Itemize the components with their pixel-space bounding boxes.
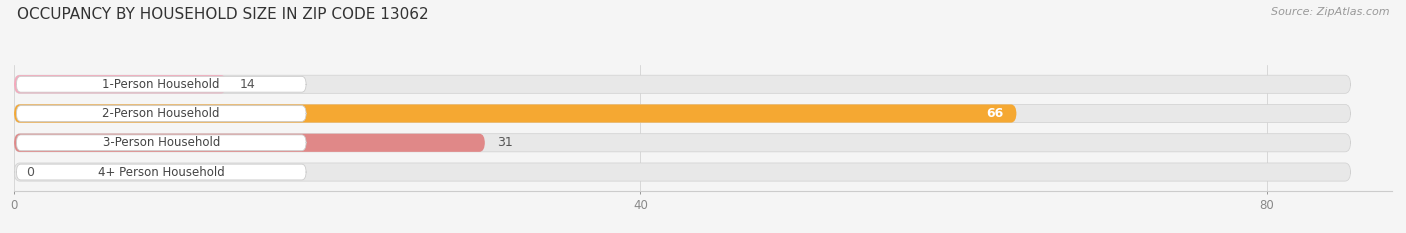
Text: 31: 31 bbox=[498, 136, 513, 149]
FancyBboxPatch shape bbox=[17, 164, 307, 180]
Text: 3-Person Household: 3-Person Household bbox=[103, 136, 219, 149]
FancyBboxPatch shape bbox=[14, 75, 226, 93]
FancyBboxPatch shape bbox=[17, 135, 307, 151]
Text: Source: ZipAtlas.com: Source: ZipAtlas.com bbox=[1271, 7, 1389, 17]
FancyBboxPatch shape bbox=[14, 134, 1351, 152]
Text: 4+ Person Household: 4+ Person Household bbox=[98, 165, 225, 178]
Text: 66: 66 bbox=[987, 107, 1004, 120]
FancyBboxPatch shape bbox=[17, 76, 307, 92]
FancyBboxPatch shape bbox=[14, 104, 1351, 123]
Text: 0: 0 bbox=[27, 165, 35, 178]
FancyBboxPatch shape bbox=[14, 75, 1351, 93]
FancyBboxPatch shape bbox=[14, 163, 1351, 181]
Text: 2-Person Household: 2-Person Household bbox=[103, 107, 219, 120]
Text: OCCUPANCY BY HOUSEHOLD SIZE IN ZIP CODE 13062: OCCUPANCY BY HOUSEHOLD SIZE IN ZIP CODE … bbox=[17, 7, 429, 22]
FancyBboxPatch shape bbox=[14, 134, 485, 152]
Text: 1-Person Household: 1-Person Household bbox=[103, 78, 219, 91]
FancyBboxPatch shape bbox=[14, 104, 1017, 123]
Text: 14: 14 bbox=[239, 78, 254, 91]
FancyBboxPatch shape bbox=[17, 106, 307, 121]
